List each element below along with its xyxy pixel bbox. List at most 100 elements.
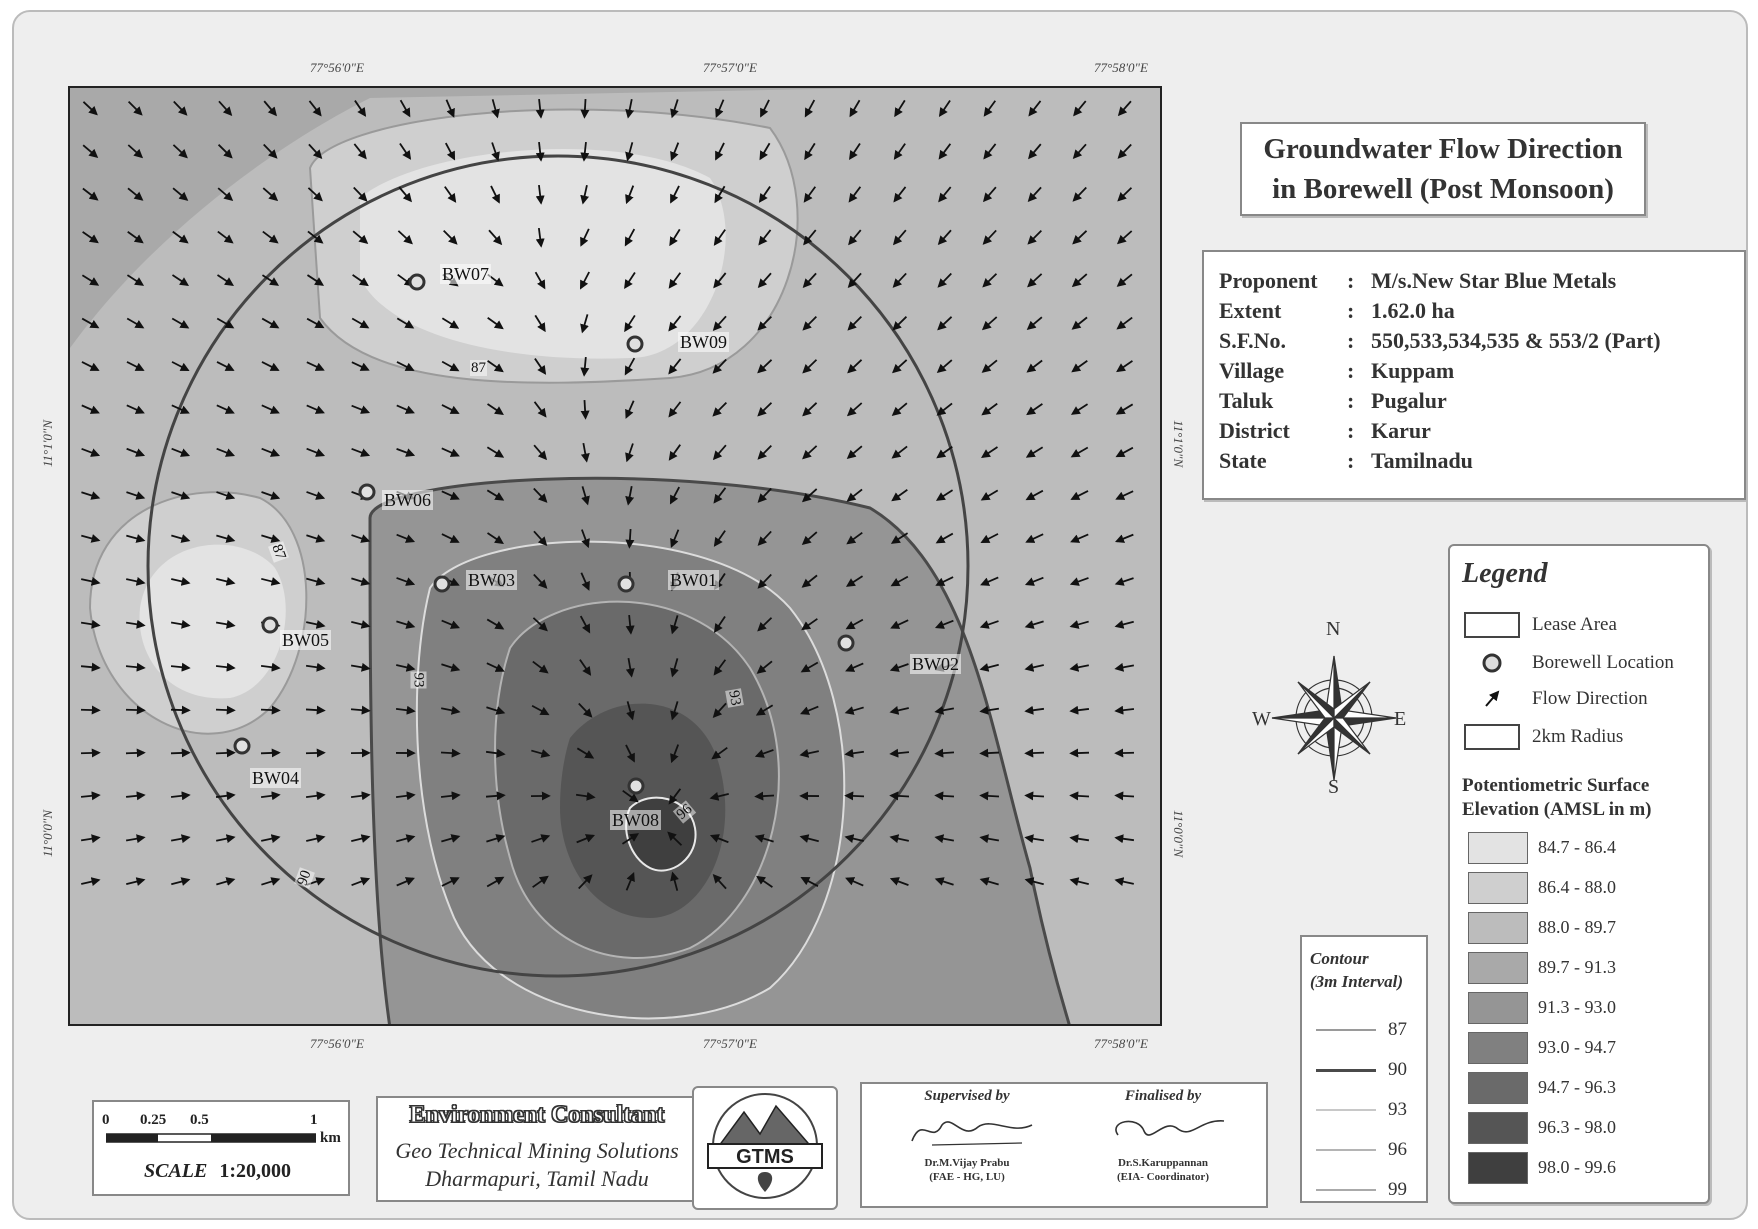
flow-arrow	[260, 662, 281, 672]
legend-title: Legend	[1462, 558, 1548, 589]
contour-line-icon	[1316, 1149, 1376, 1151]
flow-arrow	[307, 230, 324, 244]
flow-arrow	[1070, 533, 1089, 543]
flow-arrow	[757, 617, 773, 632]
flow-arrow	[625, 528, 635, 549]
flow-arrow	[486, 706, 506, 715]
logo-text: GTMS	[736, 1146, 794, 1168]
flow-arrow	[846, 445, 863, 459]
flow-arrow	[216, 534, 236, 543]
flow-arrow	[262, 230, 279, 244]
flow-arrow	[982, 186, 997, 203]
flow-arrow	[81, 274, 100, 286]
flow-arrow	[353, 186, 368, 202]
flow-arrow	[1069, 834, 1090, 844]
info-row-state: State: Tamilnadu	[1219, 448, 1473, 474]
map-canvas[interactable]: BW07 BW09 BW06 BW03 BW01 BW05 BW02 BW04 …	[68, 86, 1162, 1026]
flow-arrow	[713, 272, 727, 289]
flow-arrow	[1069, 620, 1089, 629]
flow-arrow	[535, 98, 545, 119]
flow-arrow	[308, 100, 322, 117]
flow-arrow	[801, 618, 818, 631]
flow-arrow	[444, 186, 457, 203]
flow-arrow	[846, 531, 863, 545]
info-key: S.F.No.	[1219, 328, 1287, 353]
flow-arrow	[127, 144, 144, 159]
flow-arrow	[261, 274, 280, 286]
borewell-marker-bw02[interactable]	[837, 634, 855, 652]
flow-arrow	[715, 142, 725, 161]
flow-arrow	[306, 447, 326, 457]
class-label: 88.0 - 89.7	[1538, 917, 1616, 937]
coord-top-2: 77°57'0"E	[703, 60, 757, 75]
flow-arrow	[351, 404, 371, 414]
flow-arrow	[626, 701, 635, 721]
flow-arrow	[80, 834, 101, 844]
radius-icon	[1464, 724, 1520, 750]
borewell-marker-bw05[interactable]	[261, 616, 279, 634]
borewell-marker-bw07[interactable]	[408, 273, 426, 291]
flow-arrow	[754, 834, 774, 843]
flow-arrow	[170, 748, 191, 758]
contour-label-93b: 93	[725, 688, 744, 708]
info-colon: :	[1347, 298, 1355, 323]
borewell-marker-bw03[interactable]	[433, 575, 451, 593]
flow-arrow	[125, 748, 146, 758]
flow-arrow	[670, 142, 680, 162]
flow-arrow	[712, 315, 727, 332]
flow-arrow	[215, 705, 236, 715]
flow-arrow	[801, 574, 818, 588]
borewell-marker-bw06[interactable]	[358, 483, 376, 501]
label-bw08: BW08	[610, 810, 661, 830]
flow-arrow	[172, 144, 188, 159]
flow-arrow	[261, 491, 281, 500]
flow-arrow	[1026, 316, 1043, 330]
borewell-marker-bw04[interactable]	[233, 737, 251, 755]
flow-arrow	[1070, 403, 1089, 415]
class-swatch	[1468, 1032, 1528, 1064]
borewell-marker-bw01[interactable]	[617, 575, 635, 593]
class-swatch	[1468, 1152, 1528, 1184]
flow-arrow	[441, 404, 460, 414]
borewell-marker-bw09[interactable]	[626, 335, 644, 353]
flow-arrow	[531, 834, 551, 843]
signature-vijay-prabu	[911, 1121, 1033, 1146]
contour-value: 99	[1388, 1179, 1407, 1200]
flow-arrow	[353, 143, 367, 160]
supervised-role: (FAE - HG, LU)	[929, 1171, 1005, 1183]
flow-arrow	[847, 359, 863, 374]
flow-arrow	[127, 230, 144, 244]
flow-arrow	[800, 661, 819, 673]
flow-arrow	[801, 531, 818, 546]
flow-arrow	[1073, 100, 1087, 117]
class-label: 84.7 - 86.4	[1538, 837, 1616, 857]
flow-arrow	[670, 744, 680, 764]
flow-arrow	[533, 530, 548, 547]
label-bw09: BW09	[678, 332, 729, 352]
flow-arrow	[712, 874, 727, 890]
flow-arrow	[352, 230, 369, 244]
flow-arrow	[799, 748, 819, 758]
flow-arrow	[668, 401, 682, 418]
borewell-marker-bw08[interactable]	[627, 777, 645, 795]
flow-arrow	[217, 187, 234, 202]
flow-arrow	[352, 274, 369, 287]
flow-arrow-icon	[1485, 690, 1500, 707]
flow-arrow	[801, 488, 818, 503]
flow-arrow	[1115, 446, 1134, 458]
flow-arrow	[306, 534, 326, 543]
info-row-sfno: S.F.No.:550,533,534,535 & 553/2 (Part)	[1219, 328, 1661, 354]
flow-arrow	[668, 358, 682, 375]
flow-arrow	[844, 706, 864, 715]
legend-label: 2km Radius	[1532, 726, 1624, 747]
flow-arrow	[758, 186, 771, 203]
flow-arrow	[125, 834, 146, 844]
info-value: 1.62.0 ha	[1371, 298, 1455, 323]
flow-arrow	[261, 534, 281, 543]
flow-arrow	[980, 533, 999, 543]
info-row-village: Village: Kuppam	[1219, 358, 1454, 384]
flow-arrow	[979, 705, 1000, 715]
flow-arrow	[531, 749, 551, 758]
flow-arrow	[306, 317, 325, 329]
flow-arrow	[891, 489, 908, 502]
